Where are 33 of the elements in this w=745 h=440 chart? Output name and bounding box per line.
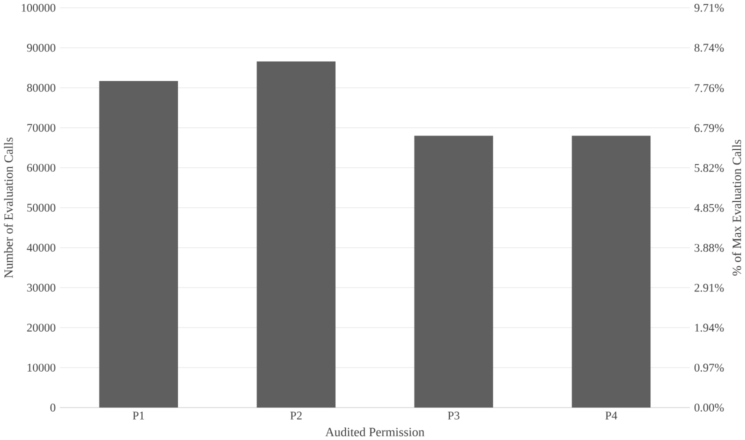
bar	[414, 136, 494, 408]
x-tick-label: P1	[132, 412, 144, 420]
y-tick-label: 100000	[22, 4, 56, 12]
y2-tick-label: 6.79%	[694, 124, 724, 132]
y2-tick-label: 4.85%	[694, 204, 724, 212]
y-tick-label: 50000	[27, 204, 56, 212]
y2-tick-label: 7.76%	[694, 84, 724, 92]
x-tick-label: P2	[290, 412, 302, 420]
y-tick-label: 10000	[28, 364, 56, 372]
bar	[256, 61, 336, 408]
y2-tick-label: 9.71%	[694, 4, 724, 12]
x-axis-title: Audited Permission	[325, 427, 424, 436]
y-tick-label: 70000	[27, 124, 56, 132]
y2-tick-label: 3.88%	[694, 244, 724, 252]
y2-tick-label: 5.82%	[694, 164, 724, 172]
y2-tick-label: 2.91%	[694, 284, 724, 292]
y2-axis-title: % of Max Evaluation Calls	[732, 140, 742, 276]
y-tick-label: 20000	[27, 324, 56, 332]
y-tick-label: 90000	[27, 44, 56, 52]
y2-tick-label: 1.94%	[695, 324, 724, 332]
y-tick-label: 30000	[27, 284, 56, 292]
x-tick-label: P4	[605, 412, 618, 420]
bar	[572, 136, 651, 408]
y-tick-label: 40000	[26, 244, 56, 252]
y2-tick-label: 8.74%	[694, 44, 724, 52]
y2-tick-label: 0.97%	[694, 364, 724, 372]
bar	[99, 80, 178, 408]
x-tick-label: P3	[448, 412, 460, 420]
y-tick-label: 80000	[27, 84, 56, 92]
y-tick-label: 0	[50, 404, 56, 412]
y2-tick-label: 0.00%	[694, 404, 724, 412]
y-tick-label: 60000	[27, 164, 56, 172]
y-axis-title: Number of Evaluation Calls	[4, 138, 13, 278]
